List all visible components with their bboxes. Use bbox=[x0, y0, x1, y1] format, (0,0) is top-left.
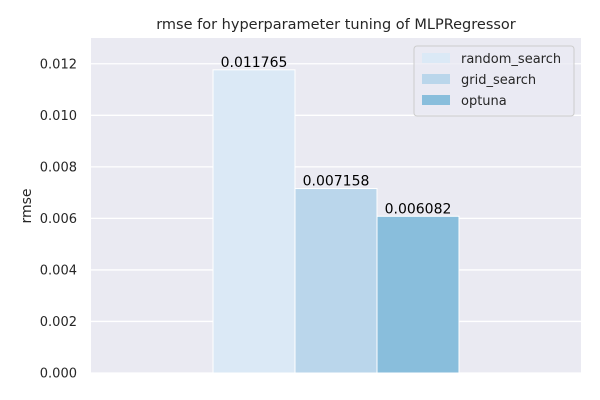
y-tick-label: 0.004 bbox=[40, 263, 77, 278]
legend-label-optuna: optuna bbox=[461, 94, 507, 109]
legend-swatch-random-search bbox=[422, 53, 450, 63]
legend-label-grid-search: grid_search bbox=[461, 73, 536, 88]
y-tick-label: 0.002 bbox=[40, 315, 77, 330]
y-tick-label: 0.010 bbox=[40, 109, 77, 124]
legend-label-random-search: random_search bbox=[461, 52, 561, 67]
chart-title: rmse for hyperparameter tuning of MLPReg… bbox=[156, 17, 516, 33]
y-axis: 0.000 0.002 0.004 0.006 0.008 0.010 0.012 bbox=[40, 57, 77, 381]
y-axis-label: rmse bbox=[19, 188, 35, 223]
data-label-random-search: 0.011765 bbox=[221, 55, 288, 71]
y-tick-label: 0.012 bbox=[40, 57, 77, 72]
legend-swatch-optuna bbox=[422, 95, 450, 105]
bar-random-search bbox=[212, 69, 296, 374]
data-label-grid-search: 0.007158 bbox=[303, 174, 370, 190]
data-labels: 0.011765 0.007158 0.006082 bbox=[221, 55, 452, 217]
y-tick-label: 0.006 bbox=[40, 212, 77, 227]
y-tick-label: 0.008 bbox=[40, 160, 77, 175]
data-label-optuna: 0.006082 bbox=[385, 201, 452, 217]
legend-swatch-grid-search bbox=[422, 74, 450, 84]
bar-grid-search bbox=[294, 188, 378, 374]
bar-optuna bbox=[376, 215, 460, 374]
y-tick-label: 0.000 bbox=[40, 367, 77, 382]
bars bbox=[212, 69, 460, 374]
legend-box bbox=[413, 45, 575, 117]
